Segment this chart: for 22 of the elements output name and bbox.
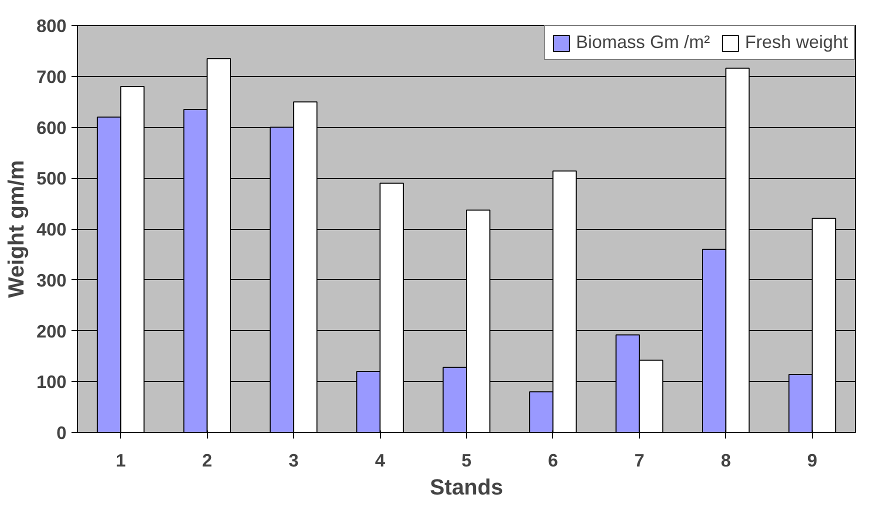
y-axis-title: Weight gm/m	[3, 160, 28, 298]
x-axis-title: Stands	[430, 474, 504, 500]
y-tick-label: 700	[36, 66, 67, 87]
x-tick-label: 3	[288, 450, 299, 470]
x-tick-label: 7	[634, 450, 644, 470]
y-tick-label: 400	[36, 220, 67, 240]
x-tick-label: 8	[720, 450, 731, 470]
x-tick-label: 9	[807, 450, 818, 470]
y-tick-label: 300	[36, 270, 67, 290]
legend-label: Fresh weight	[744, 32, 848, 53]
legend-label: Biomass Gm /m²	[576, 32, 710, 53]
y-tick-label: 200	[36, 321, 67, 342]
x-tick-label: 4	[375, 450, 386, 470]
y-tick-label: 500	[36, 168, 67, 189]
y-tick-label: 600	[36, 118, 67, 138]
y-tick-label: 0	[56, 423, 67, 443]
x-tick-label: 5	[461, 450, 472, 470]
x-tick-label: 1	[116, 450, 126, 470]
x-tick-label: 6	[548, 450, 558, 470]
y-tick-label: 800	[36, 16, 67, 36]
x-tick-label: 2	[202, 450, 212, 470]
y-tick-label: 100	[36, 372, 67, 392]
